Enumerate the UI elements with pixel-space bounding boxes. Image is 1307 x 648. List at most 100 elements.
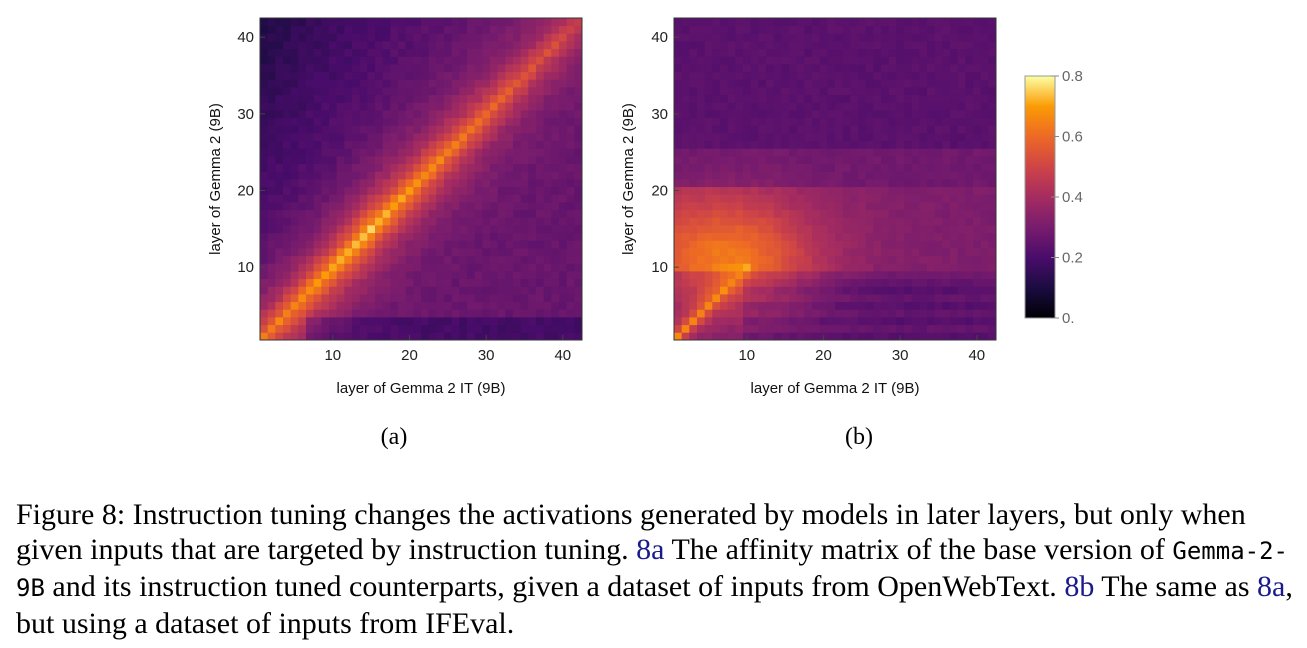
heatmap-a-xlabel: layer of Gemma 2 IT (9B) [337, 380, 506, 397]
heatmap-a-cell [528, 41, 537, 50]
heatmap-b-cell [674, 133, 683, 142]
heatmap-b-cell [858, 217, 867, 226]
heatmap-b-cell [766, 179, 775, 188]
heatmap-b-cell [712, 110, 721, 119]
heatmap-a-cell [306, 33, 315, 42]
heatmap-a-cell [275, 79, 284, 88]
heatmap-a-cell [336, 79, 345, 88]
heatmap-a-cell [398, 209, 407, 218]
heatmap-b-cell [927, 271, 936, 280]
heatmap-a-cell [551, 41, 560, 50]
heatmap-a-cell [513, 209, 522, 218]
heatmap-a-cell [513, 94, 522, 103]
heatmap-b-cell [781, 148, 790, 157]
caption-ref-8a-second[interactable]: 8a [1257, 570, 1286, 603]
heatmap-a-cell [574, 125, 583, 134]
heatmap-b-cell [873, 64, 882, 73]
heatmap-b-cell [674, 240, 683, 249]
heatmap-b-cell [904, 225, 913, 234]
heatmap-b-cell [827, 102, 836, 111]
heatmap-a-cell [421, 102, 430, 111]
heatmap-a-cell [336, 286, 345, 295]
heatmap-b-cell [727, 94, 736, 103]
heatmap-a-cell [306, 186, 315, 195]
heatmap-a-cell [344, 48, 353, 57]
heatmap-a-cell [267, 217, 276, 226]
colorbar: 0.0.20.40.60.8 [1024, 68, 1083, 327]
heatmap-a-cell [474, 271, 483, 280]
heatmap-b-cell [674, 41, 683, 50]
heatmap-b-cell [743, 225, 752, 234]
heatmap-a-cell [474, 133, 483, 142]
heatmap-a-cell [275, 102, 284, 111]
heatmap-b-cell [973, 64, 982, 73]
heatmap-a-cell [359, 56, 368, 65]
heatmap-a-cell [497, 309, 506, 318]
heatmap-a-cell [329, 194, 338, 203]
heatmap-b-cell [827, 225, 836, 234]
heatmap-b-cell [927, 332, 936, 341]
heatmap-a-cell [421, 125, 430, 134]
heatmap-a-cell [574, 64, 583, 73]
heatmap-a-cell [367, 194, 376, 203]
heatmap-b-cell [904, 156, 913, 165]
heatmap-a-cell [413, 71, 422, 80]
heatmap-b-cell [796, 33, 805, 42]
heatmap-a-cell [551, 163, 560, 172]
heatmap-a-cell [566, 48, 575, 57]
heatmap-b-cell [704, 102, 713, 111]
heatmap-a-cell [421, 263, 430, 272]
heatmap-a-cell [359, 18, 368, 27]
heatmap-a-cell [436, 194, 445, 203]
heatmap-b-cell [881, 186, 890, 195]
heatmap-a-cell [290, 171, 299, 180]
heatmap-b-cell [743, 301, 752, 310]
heatmap-b-cell [973, 48, 982, 57]
heatmap-a-cell [543, 255, 552, 264]
heatmap-a-cell [467, 232, 476, 241]
heatmap-b-cell [812, 117, 821, 126]
heatmap-a-cell [520, 194, 529, 203]
heatmap-b-cell [773, 71, 782, 80]
heatmap-a-cell [344, 79, 353, 88]
caption-ref-8b[interactable]: 8b [1064, 570, 1095, 603]
heatmap-a-cell [290, 110, 299, 119]
heatmap-b-cell [766, 240, 775, 249]
heatmap-a-cell [359, 110, 368, 119]
heatmap-a-cell [344, 18, 353, 27]
heatmap-b-cell [988, 294, 997, 303]
heatmap-a-cell [306, 64, 315, 73]
heatmap-a-cell [260, 225, 269, 234]
heatmap-a-cell [298, 232, 307, 241]
heatmap-b-cell [858, 294, 867, 303]
heatmap-a-cell [421, 194, 430, 203]
caption-ref-8a[interactable]: 8a [636, 533, 665, 566]
heatmap-b-cell [973, 217, 982, 226]
heatmap-b-cell [973, 171, 982, 180]
heatmap-b-cell [789, 248, 798, 257]
heatmap-b-cell [827, 294, 836, 303]
heatmap-a-cell [482, 209, 491, 218]
heatmap-b-cell [835, 232, 844, 241]
heatmap-a-cell [528, 202, 537, 211]
heatmap-a-cell [375, 125, 384, 134]
heatmap-a-cell [344, 202, 353, 211]
heatmap-a-cell [490, 332, 499, 341]
heatmap-a-cell [313, 56, 322, 65]
heatmap-a-cell [405, 202, 414, 211]
heatmap-a-cell [551, 209, 560, 218]
heatmap-a-cell [283, 294, 292, 303]
heatmap-a-cell [444, 140, 453, 149]
heatmap-b-cell [980, 271, 989, 280]
heatmap-b-cell [727, 271, 736, 280]
heatmap-b-cell [766, 18, 775, 27]
heatmap-a-cell [505, 209, 514, 218]
heatmap-a-cell [536, 156, 545, 165]
heatmap-b-cell [697, 202, 706, 211]
heatmap-b-cell [911, 232, 920, 241]
heatmap-a-cell [520, 71, 529, 80]
heatmap-a-cell [520, 163, 529, 172]
heatmap-a-cell [520, 117, 529, 126]
heatmap-b-cell [727, 309, 736, 318]
heatmap-b-cell [973, 125, 982, 134]
